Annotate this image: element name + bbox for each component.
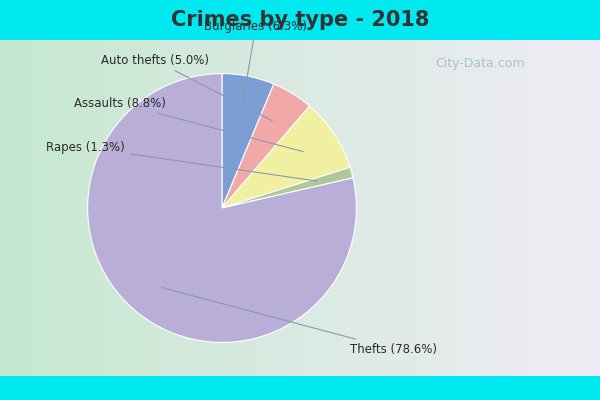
Text: Burglaries (6.3%): Burglaries (6.3%) xyxy=(204,20,307,106)
Text: Rapes (1.3%): Rapes (1.3%) xyxy=(46,141,316,181)
Wedge shape xyxy=(222,74,274,208)
Wedge shape xyxy=(222,106,350,208)
Wedge shape xyxy=(88,74,356,342)
Wedge shape xyxy=(222,167,353,208)
Text: City-Data.com: City-Data.com xyxy=(435,58,525,70)
Text: Thefts (78.6%): Thefts (78.6%) xyxy=(162,288,437,356)
Text: Auto thefts (5.0%): Auto thefts (5.0%) xyxy=(101,54,272,121)
Text: Crimes by type - 2018: Crimes by type - 2018 xyxy=(171,10,429,30)
Text: Assaults (8.8%): Assaults (8.8%) xyxy=(74,97,304,152)
Wedge shape xyxy=(222,84,310,208)
